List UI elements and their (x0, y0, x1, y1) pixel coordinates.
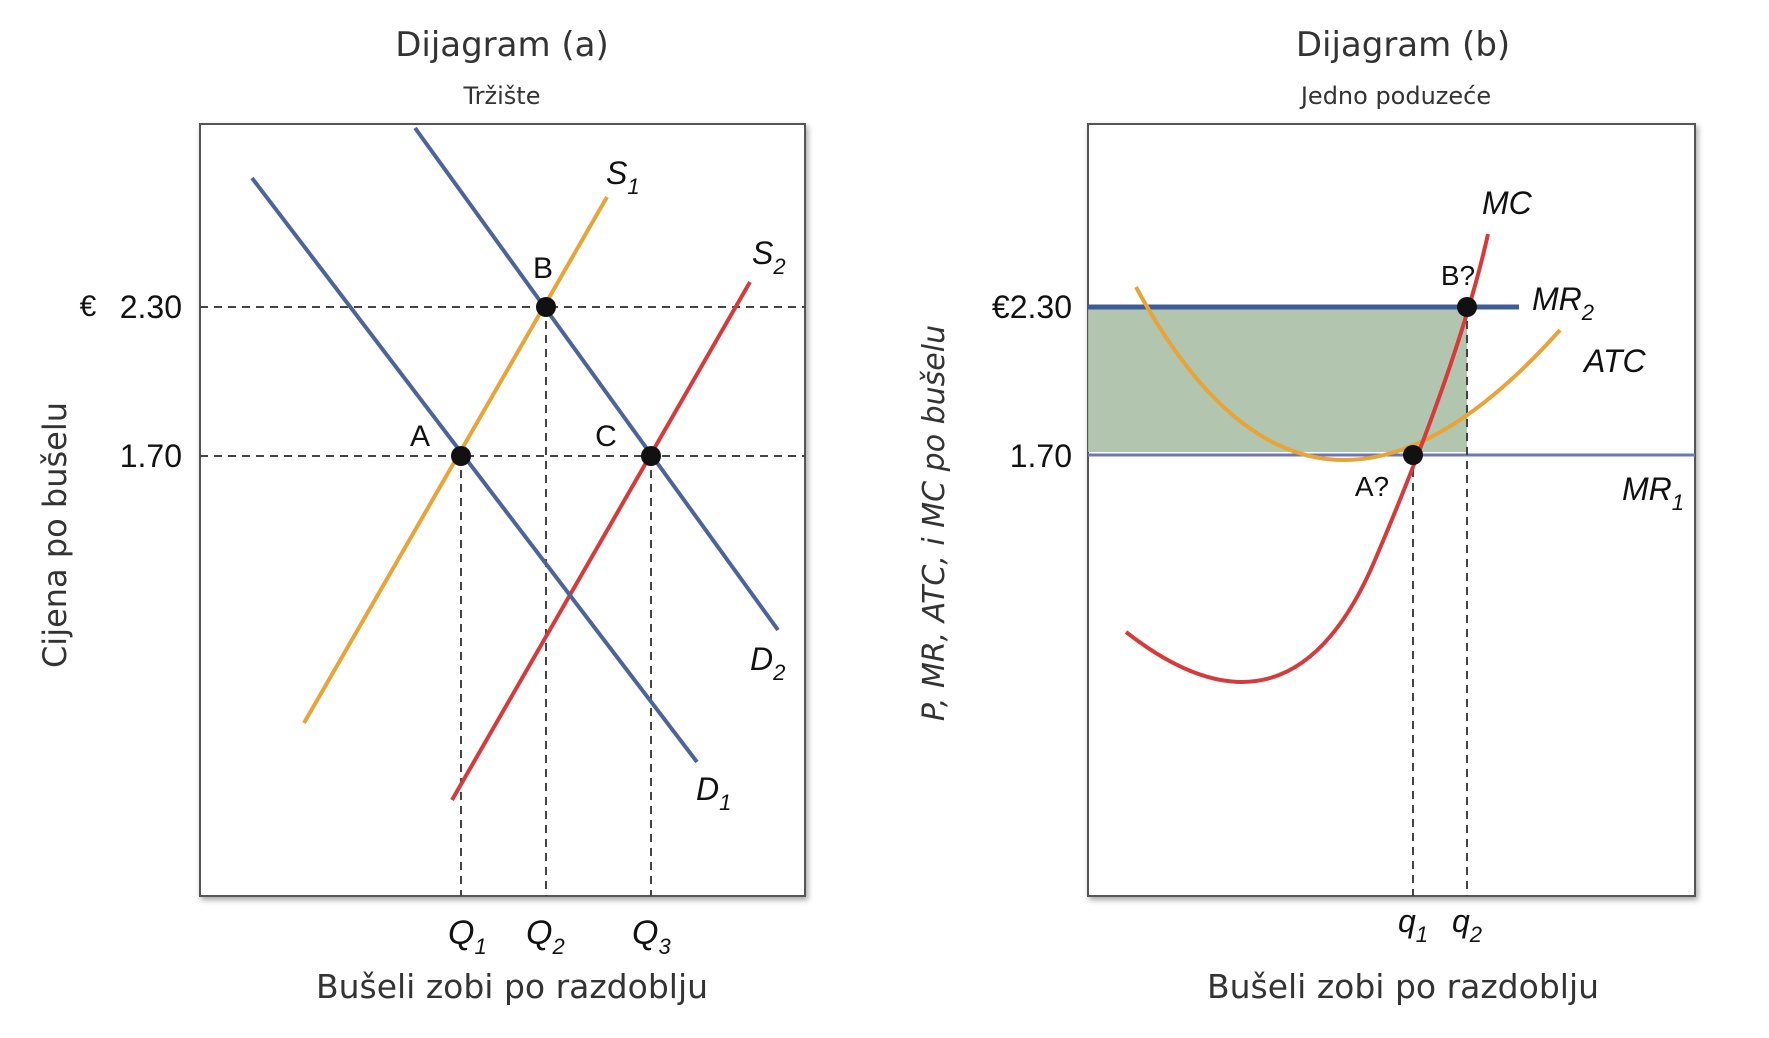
point-a-label: A (410, 420, 430, 453)
panel-a-x-axis-label: Bušeli zobi po razdoblju (316, 967, 708, 1006)
panel-a: Dijagram (a) Tržište A B C S1 S2 D2 D1 €… (36, 25, 806, 1006)
q3-tick-label: Q3 (632, 914, 671, 959)
currency-symbol-a: € (80, 290, 97, 323)
s2-label: S2 (752, 235, 786, 279)
point-a-label-b: A? (1355, 471, 1389, 502)
panel-b-subtitle: Jedno poduzeće (1299, 82, 1491, 110)
d2-label: D2 (750, 641, 785, 685)
panel-a-title: Dijagram (a) (395, 25, 609, 65)
atc-curve (1134, 286, 1562, 463)
q2-tick-label-b: q2 (1452, 903, 1482, 947)
panel-b-plot-frame (1087, 123, 1696, 897)
q2-tick-label: Q2 (526, 914, 565, 959)
mc-curve (1124, 233, 1490, 684)
mr2-label: MR2 (1532, 281, 1594, 325)
panel-b-x-axis-label: Bušeli zobi po razdoblju (1207, 967, 1599, 1006)
price-1-70-label-a: 1.70 (120, 438, 182, 474)
mc-label: MC (1482, 185, 1533, 221)
supply-s2-line (450, 281, 752, 801)
point-b-label: B (533, 252, 553, 285)
point-b-label-b: B? (1441, 260, 1475, 291)
profit-area (1088, 307, 1467, 452)
s1-label: S1 (606, 155, 640, 199)
price-2-30-label-b: €2.30 (992, 289, 1072, 325)
panel-a-subtitle: Tržište (463, 82, 541, 110)
panel-b: Dijagram (b) Jedno poduzeće A? B? MC ATC… (917, 25, 1696, 1006)
point-b-dot (536, 297, 556, 317)
mr1-label: MR1 (1622, 471, 1684, 515)
point-a-dot-b (1403, 445, 1423, 465)
d1-label: D1 (696, 771, 731, 815)
demand-d1-line (250, 176, 699, 764)
panel-b-y-axis-label: P, MR, ATC, i MC po bušelu (917, 325, 952, 721)
panel-b-title: Dijagram (b) (1296, 25, 1510, 65)
price-2-30-label-a: 2.30 (120, 289, 182, 325)
demand-d2-line (413, 126, 780, 632)
panel-a-y-axis-label: Cijena po bušelu (36, 402, 74, 668)
point-c-label: C (595, 420, 617, 453)
price-1-70-label-b: 1.70 (1010, 438, 1072, 474)
point-b-dot-b (1457, 297, 1477, 317)
q1-tick-label: Q1 (448, 914, 487, 959)
point-c-dot (641, 446, 661, 466)
point-a-dot (451, 446, 471, 466)
q1-tick-label-b: q1 (1398, 903, 1428, 947)
atc-label: ATC (1582, 343, 1647, 379)
